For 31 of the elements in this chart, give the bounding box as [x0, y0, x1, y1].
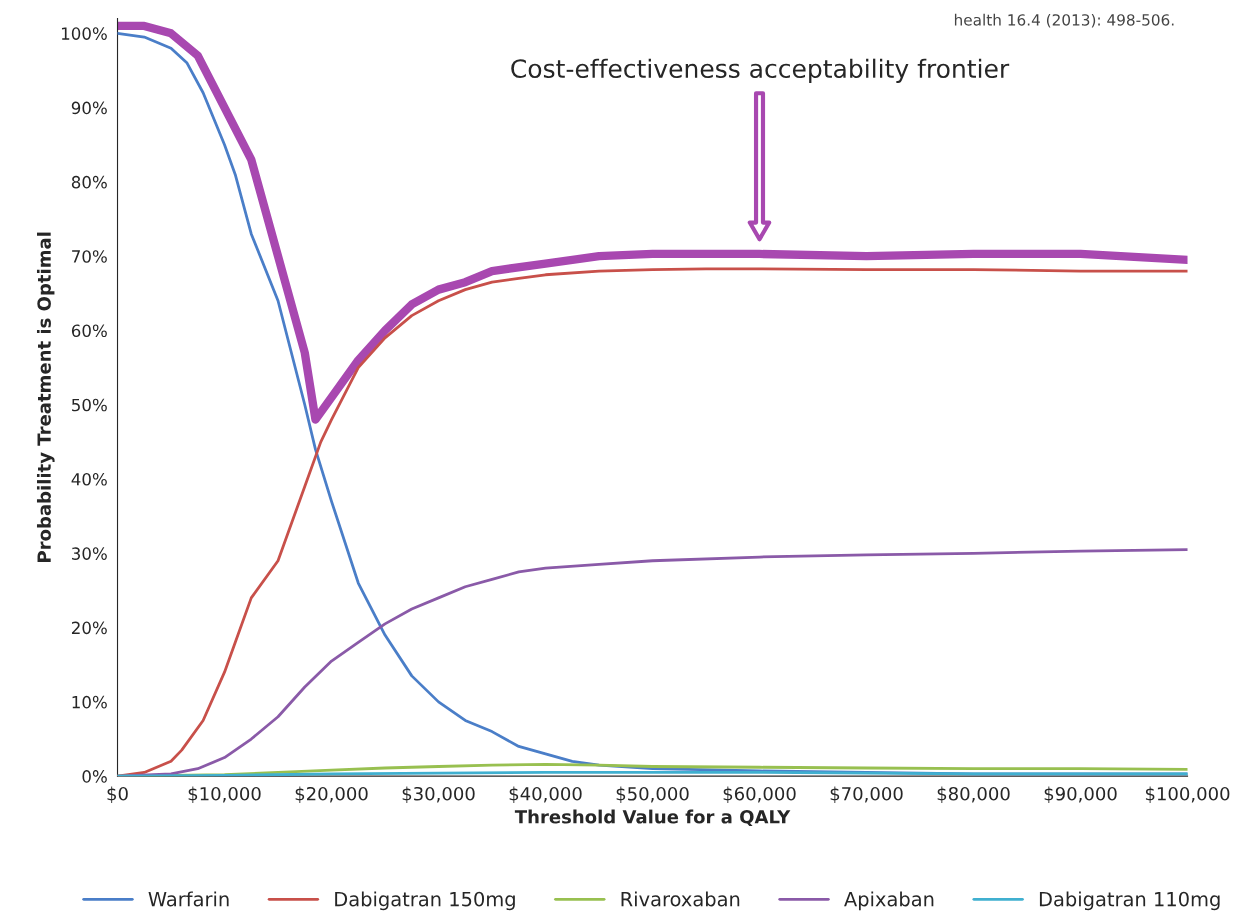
legend-label: Warfarin: [148, 891, 229, 907]
x-tick-label: $70,000: [830, 786, 903, 803]
legend-label: Apixaban: [844, 891, 934, 911]
y-axis-title: Probability Treatment is Optimal: [36, 232, 55, 562]
x-tick-label: $100,000: [1145, 786, 1230, 803]
y-tick-label: 20%: [71, 621, 107, 635]
x-tick-label: $0: [107, 786, 128, 803]
x-tick-label: $90,000: [1044, 786, 1117, 803]
x-tick-label: $80,000: [937, 786, 1010, 803]
y-tick-label: 60%: [71, 324, 107, 338]
y-tick-label: 80%: [71, 175, 107, 189]
x-tick-label: $50,000: [616, 786, 689, 803]
x-tick-label: $60,000: [723, 786, 796, 803]
x-tick-label: $40,000: [509, 786, 582, 803]
x-tick-label: $10,000: [188, 786, 261, 803]
y-tick-label: 90%: [71, 101, 107, 115]
y-tick-label: 10%: [72, 695, 107, 709]
x-tick-label: $20,000: [295, 786, 368, 803]
annotation: health 16.4 (2013): 498-506.: [954, 13, 1174, 28]
y-tick-label: 50%: [72, 398, 107, 412]
y-tick-label: 0%: [82, 770, 107, 783]
legend-label: Dabigatran 110mg: [1039, 891, 1220, 911]
x-axis-title: Threshold Value for a QALY: [514, 809, 791, 826]
annotation: Cost-effectiveness acceptability frontier: [511, 58, 1010, 83]
y-tick-label: 40%: [71, 472, 107, 486]
y-tick-label: 30%: [72, 547, 107, 560]
y-tick-label: 100%: [61, 27, 107, 40]
y-tick-label: 70%: [72, 250, 107, 263]
x-tick-label: $30,000: [402, 786, 475, 803]
legend-label: Rivaroxaban: [621, 891, 740, 907]
legend-label: Dabigatran 150mg: [335, 891, 515, 911]
